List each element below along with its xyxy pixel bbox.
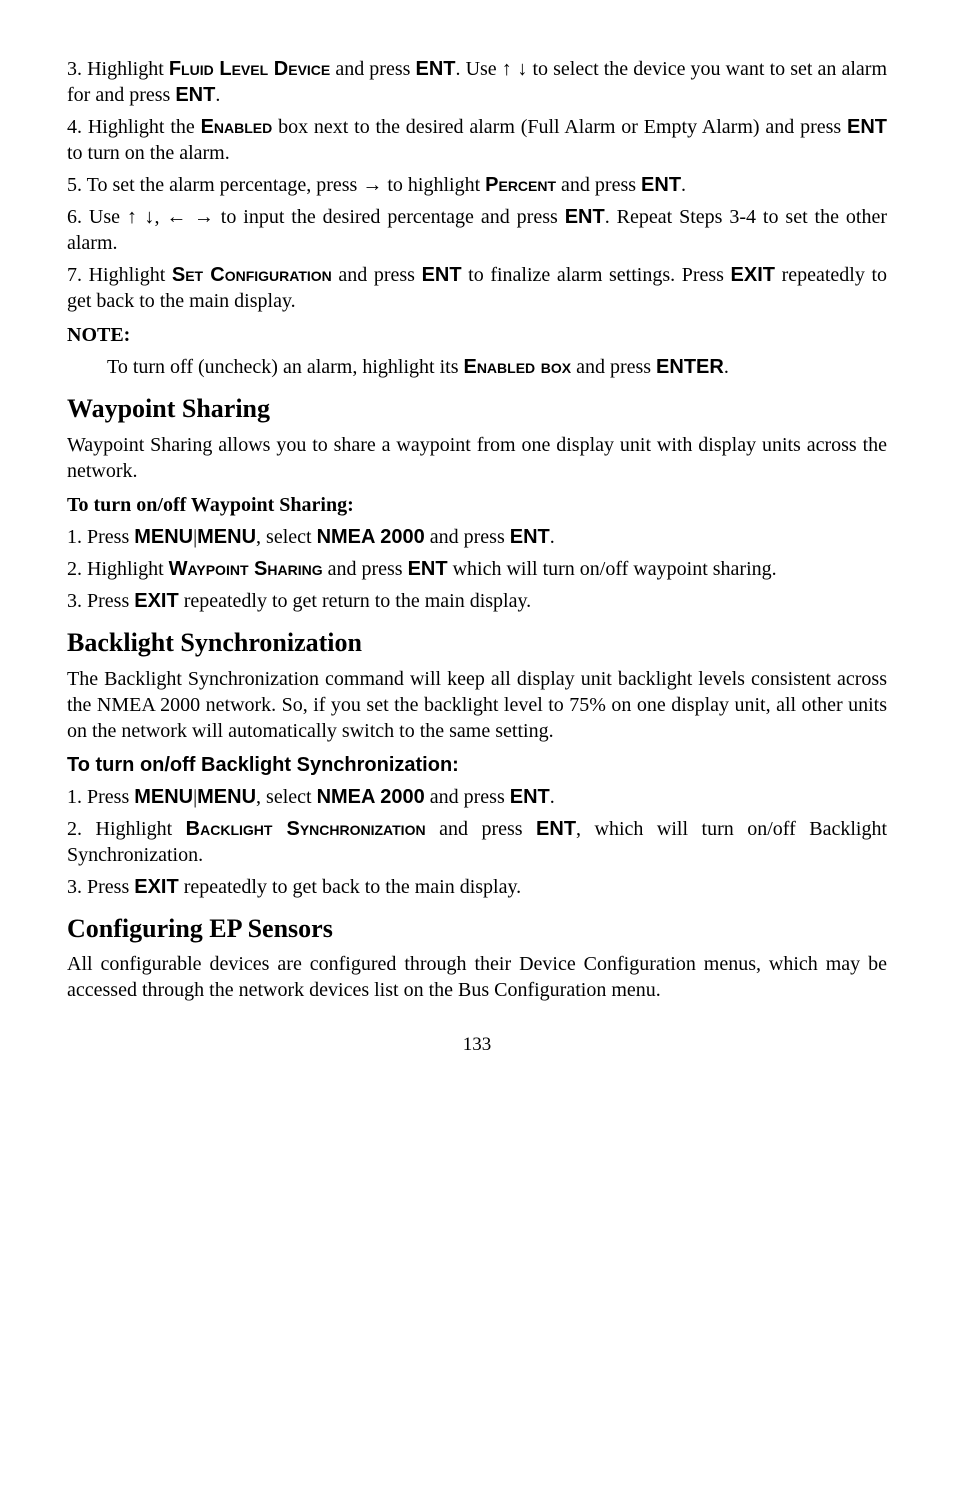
t: .	[550, 786, 555, 808]
t: EXIT	[134, 590, 178, 612]
t: 3. Press	[67, 590, 134, 612]
arrows-left-right-icon: ← →	[166, 206, 213, 228]
t: ENT	[175, 84, 215, 106]
t: Enabled	[201, 116, 273, 138]
t: ENT	[847, 116, 887, 138]
t: 1. Press	[67, 526, 134, 548]
t: Set Configuration	[172, 264, 332, 286]
wp-step-1: 1. Press MENU|MENU, select NMEA 2000 and…	[67, 524, 887, 550]
waypoint-intro: Waypoint Sharing allows you to share a w…	[67, 432, 887, 484]
backlight-intro: The Backlight Synchronization command wi…	[67, 666, 887, 744]
t: .	[681, 174, 686, 196]
t: . Use	[455, 58, 501, 80]
t: to finalize alarm settings. Press	[462, 264, 731, 286]
note-body: To turn off (uncheck) an alarm, highligh…	[107, 354, 887, 380]
page-number: 133	[67, 1033, 887, 1058]
t: .	[724, 356, 729, 378]
t: and press	[426, 818, 536, 840]
t: 2. Highlight	[67, 818, 186, 840]
t: , select	[256, 786, 317, 808]
bl-step-2: 2. Highlight Backlight Synchronization a…	[67, 816, 887, 868]
t: and press	[425, 786, 510, 808]
t: ENT	[415, 58, 455, 80]
arrows-up-down-icon: ↑ ↓	[502, 58, 528, 80]
t: ENT	[565, 206, 605, 228]
t: 6. Use	[67, 206, 127, 228]
subheading-backlight: To turn on/off Backlight Synchronization…	[67, 752, 887, 778]
t: To turn on/off Waypoint Sharing	[67, 494, 347, 516]
t: ,	[154, 206, 166, 228]
arrow-right-icon: →	[362, 174, 382, 196]
t: MENU	[134, 786, 193, 808]
t: and press	[556, 174, 641, 196]
note-heading: NOTE:	[67, 322, 887, 348]
t: and press	[330, 58, 415, 80]
t: ENT	[408, 558, 448, 580]
t: 5. To set the alarm percentage, press	[67, 174, 362, 196]
t: ENTER	[656, 356, 724, 378]
t: ENT	[510, 526, 550, 548]
t: ENT	[641, 174, 681, 196]
t: .	[550, 526, 555, 548]
t: MENU	[197, 786, 256, 808]
t: to highlight	[382, 174, 485, 196]
t: 2. Highlight	[67, 558, 169, 580]
t: NMEA 2000	[317, 526, 425, 548]
t: MENU	[134, 526, 193, 548]
t: and press	[332, 264, 422, 286]
t: MENU	[197, 526, 256, 548]
wp-step-2: 2. Highlight Waypoint Sharing and press …	[67, 556, 887, 582]
t: To turn off (uncheck) an alarm, highligh…	[107, 356, 463, 378]
t: ENT	[422, 264, 462, 286]
t: repeatedly to get back to the main displ…	[179, 876, 521, 898]
t: 3. Press	[67, 876, 134, 898]
step-7: 7. Highlight Set Configuration and press…	[67, 262, 887, 314]
t: to turn on the alarm.	[67, 142, 230, 164]
t: to input the desired percentage and pres…	[214, 206, 565, 228]
t: Backlight Synchronization	[186, 818, 426, 840]
t: Waypoint Sharing	[169, 558, 323, 580]
t: Enabled box	[463, 356, 571, 378]
heading-waypoint-sharing: Waypoint Sharing	[67, 392, 887, 426]
t: and press	[425, 526, 510, 548]
wp-step-3: 3. Press EXIT repeatedly to get return t…	[67, 588, 887, 614]
t: and press	[571, 356, 656, 378]
t: ENT	[510, 786, 550, 808]
arrows-up-down-icon: ↑ ↓	[127, 206, 154, 228]
t: 3. Highlight	[67, 58, 169, 80]
step-5: 5. To set the alarm percentage, press → …	[67, 172, 887, 198]
ep-intro: All configurable devices are configured …	[67, 951, 887, 1003]
t: :	[347, 494, 354, 516]
t: EXIT	[731, 264, 775, 286]
t: which will turn on/off waypoint sharing.	[448, 558, 777, 580]
t: 7. Highlight	[67, 264, 172, 286]
t: box next to the desired alarm (Full Alar…	[272, 116, 847, 138]
t: NMEA 2000	[317, 786, 425, 808]
t: Percent	[485, 174, 556, 196]
bl-step-1: 1. Press MENU|MENU, select NMEA 2000 and…	[67, 784, 887, 810]
step-4: 4. Highlight the Enabled box next to the…	[67, 114, 887, 166]
t: and press	[323, 558, 408, 580]
t: EXIT	[134, 876, 178, 898]
t: , select	[256, 526, 317, 548]
t: 1. Press	[67, 786, 134, 808]
t: repeatedly to get return to the main dis…	[179, 590, 531, 612]
t: 4. Highlight the	[67, 116, 201, 138]
t: Fluid Level Device	[169, 58, 330, 80]
bl-step-3: 3. Press EXIT repeatedly to get back to …	[67, 874, 887, 900]
heading-ep-sensors: Configuring EP Sensors	[67, 912, 887, 946]
t: .	[215, 84, 220, 106]
t: ENT	[536, 818, 576, 840]
heading-backlight-sync: Backlight Synchronization	[67, 626, 887, 660]
step-3: 3. Highlight Fluid Level Device and pres…	[67, 56, 887, 108]
subheading-waypoint: To turn on/off Waypoint Sharing:	[67, 492, 887, 518]
step-6: 6. Use ↑ ↓, ← → to input the desired per…	[67, 204, 887, 256]
